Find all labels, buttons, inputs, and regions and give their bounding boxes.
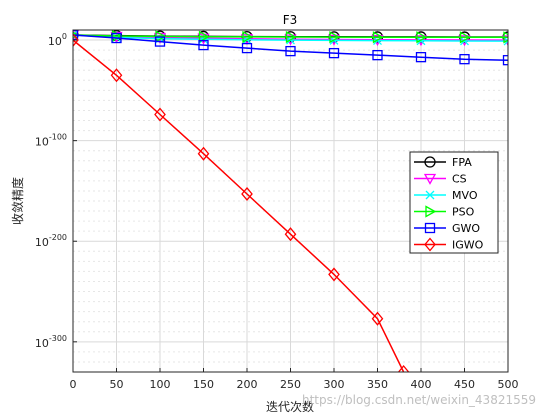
data-point-pso — [416, 31, 428, 44]
legend-marker — [424, 222, 436, 234]
y-tick-label: 10-100 — [35, 133, 67, 149]
legend-marker — [425, 205, 437, 218]
legend-marker — [423, 173, 437, 185]
series-layer — [73, 30, 508, 372]
legend-label: FPA — [452, 156, 472, 169]
data-point-igwo — [241, 186, 253, 201]
data-point-pso — [372, 31, 384, 44]
legend-marker — [424, 156, 436, 168]
data-point-pso — [459, 31, 471, 44]
legend: FPA CS MVO PSO GWO IGWO — [409, 151, 499, 254]
series-line-gwo — [73, 34, 508, 61]
data-point-igwo — [73, 33, 79, 48]
legend-label: GWO — [452, 222, 480, 235]
y-tick-label: 10-200 — [35, 233, 67, 249]
legend-label: MVO — [452, 189, 478, 202]
data-point-gwo — [241, 42, 253, 54]
watermark: https://blog.csdn.net/weixin_43821559 — [302, 393, 536, 407]
data-point-gwo — [328, 47, 340, 59]
x-tick-label: 150 — [193, 378, 214, 391]
series-gwo — [73, 30, 508, 66]
data-point-gwo — [154, 36, 166, 47]
x-tick-label: 500 — [498, 378, 519, 391]
legend-item-igwo: IGWO — [414, 237, 484, 252]
x-tick-label: 450 — [454, 378, 475, 391]
legend-marker — [424, 237, 436, 252]
data-point-igwo — [154, 107, 166, 122]
legend-label: CS — [452, 173, 467, 186]
data-point-igwo — [397, 364, 410, 372]
x-tick-label: 400 — [411, 378, 432, 391]
x-tick-label: 100 — [150, 378, 171, 391]
data-point-gwo — [502, 55, 508, 66]
chart-title: F3 — [283, 13, 298, 27]
data-point-pso — [285, 30, 297, 44]
data-point-pso — [242, 30, 254, 44]
legend-marker — [425, 190, 435, 200]
data-point-mvo — [503, 36, 508, 46]
x-tick-label: 50 — [110, 378, 124, 391]
x-ticks: 0 50 100 150 200 250 300 350 400 450 500 — [70, 368, 519, 391]
data-point-pso — [329, 31, 341, 44]
y-tick-label: 10-300 — [35, 334, 67, 350]
data-point-gwo — [459, 54, 470, 65]
x-tick-label: 0 — [70, 378, 77, 391]
legend-item-fpa: FPA — [414, 156, 472, 169]
data-point-igwo — [110, 68, 123, 83]
data-point-igwo — [284, 227, 297, 242]
legend-label: IGWO — [452, 239, 484, 252]
x-tick-label: 300 — [324, 378, 345, 391]
data-point-gwo — [372, 49, 383, 61]
legend-item-cs: CS — [414, 173, 467, 186]
data-point-pso — [198, 30, 210, 43]
data-point-pso — [503, 31, 508, 44]
data-point-igwo — [197, 146, 210, 161]
x-tick-label: 200 — [237, 378, 258, 391]
y-ticks: 100 10-100 10-200 10-300 — [35, 32, 77, 350]
series-igwo — [73, 33, 410, 372]
legend-item-mvo: MVO — [414, 189, 478, 202]
data-point-gwo — [415, 52, 427, 63]
x-tick-label: 350 — [367, 378, 388, 391]
data-point-gwo — [73, 30, 79, 41]
x-tick-label: 250 — [280, 378, 301, 391]
series-line-pso — [73, 34, 508, 39]
data-point-gwo — [111, 32, 122, 44]
data-point-gwo — [198, 39, 209, 51]
y-tick-label: 100 — [48, 32, 67, 48]
x-axis-label: 迭代次数 — [266, 399, 314, 414]
legend-label: PSO — [452, 206, 475, 219]
data-point-igwo — [328, 267, 340, 282]
series-line-igwo — [73, 39, 405, 372]
data-point-igwo — [371, 311, 384, 326]
data-point-gwo — [285, 45, 296, 57]
y-axis-label: 收敛精度 — [10, 177, 25, 225]
legend-item-pso: PSO — [414, 205, 475, 219]
legend-box — [409, 151, 499, 254]
legend-item-gwo: GWO — [414, 222, 480, 235]
